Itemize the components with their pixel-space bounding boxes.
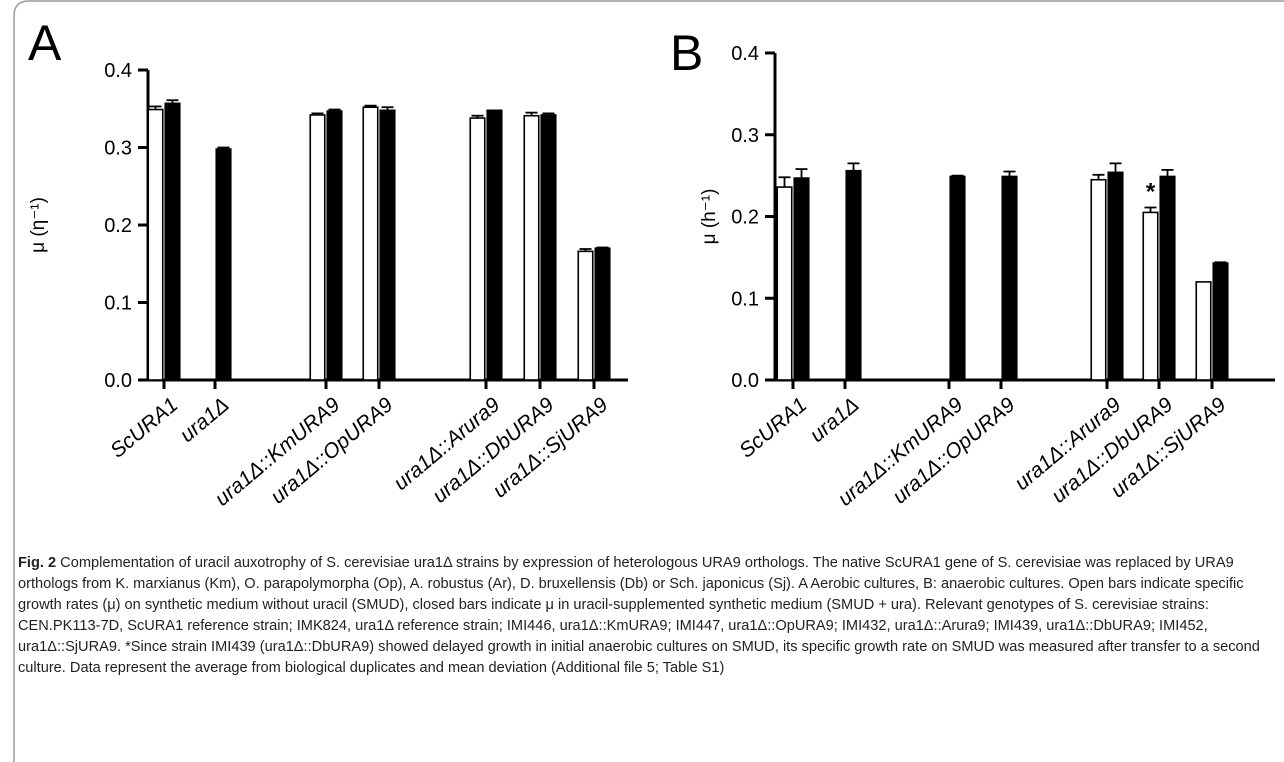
bar-closed [1212,262,1229,381]
bar-closed [949,175,966,381]
bar-open [1142,211,1159,381]
panel-label-b: B [670,25,703,81]
bar-closed [326,110,343,381]
bar-open [362,106,379,381]
bar-closed [215,148,232,381]
bar-open [1090,178,1107,381]
y-axis-label: μ (η⁻¹) [28,197,49,253]
bar-closed [379,109,396,381]
bar-closed [1001,175,1018,381]
caption-fig-label: Fig. 2 [18,555,57,571]
bar-closed [793,177,810,381]
bar-closed [594,247,611,381]
bar-closed [845,169,862,381]
panel-label-a: A [28,15,62,71]
bar-closed [486,109,503,381]
y-tick-label: 0.4 [104,60,132,82]
bar-closed [1159,175,1176,381]
y-tick-label: 0.0 [731,370,759,392]
x-category-label: ura1Δ [176,393,234,447]
x-category-label: ScURA1 [106,393,182,462]
charts-canvas: A B μ (η⁻¹)0.00.10.20.30.4ScURA1ura1Δura… [28,15,1275,511]
chart-panel-b: μ (h⁻¹)0.00.10.20.30.4ScURA1ura1Δura1Δ::… [699,43,1275,511]
y-tick-label: 0.1 [104,293,132,315]
x-category-label: ura1Δ [806,393,864,447]
y-tick-label: 0.3 [731,125,759,147]
figure-caption: Fig. 2 Complementation of uracil auxotro… [18,553,1273,679]
bar-open [147,108,164,381]
bar-open [776,186,793,381]
bar-closed [1107,171,1124,381]
y-tick-label: 0.0 [104,370,132,392]
y-tick-label: 0.2 [731,207,759,229]
x-category-label: ScURA1 [735,393,811,462]
y-tick-label: 0.3 [104,138,132,160]
y-tick-label: 0.1 [731,288,759,310]
bar-open [1195,281,1212,381]
significance-asterisk: * [1146,179,1156,206]
bar-open [309,114,326,381]
bar-open [577,250,594,381]
bar-open [523,114,540,381]
bar-open [469,117,486,381]
caption-text: Complementation of uracil auxotrophy of … [18,555,1260,676]
bar-closed [540,114,557,381]
y-axis-label: μ (h⁻¹) [699,189,720,245]
bar-closed [164,102,181,381]
y-tick-label: 0.2 [104,215,132,237]
chart-panel-a: μ (η⁻¹)0.00.10.20.30.4ScURA1ura1Δura1Δ::… [28,60,628,511]
y-tick-label: 0.4 [731,43,759,65]
